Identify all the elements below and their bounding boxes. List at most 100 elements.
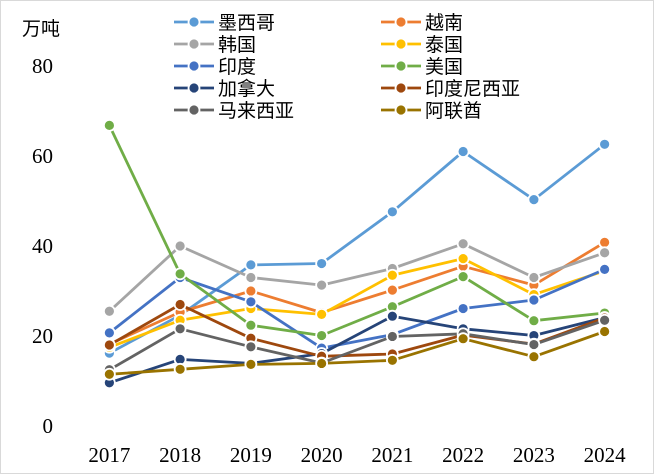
x-tick-label: 2020 <box>301 443 343 467</box>
data-point <box>385 353 399 367</box>
y-tick-label: 60 <box>32 144 53 168</box>
legend-label: 马来西亚 <box>218 100 294 122</box>
legend-marker <box>187 59 201 73</box>
legend-label: 印度尼西亚 <box>425 78 520 100</box>
data-point <box>598 313 612 327</box>
data-point <box>598 246 612 260</box>
data-point <box>527 338 541 351</box>
legend-entry: 加拿大 <box>174 77 275 100</box>
legend-label: 阿联酋 <box>425 100 482 122</box>
data-point <box>527 314 541 328</box>
legend-entry: 阿联酋 <box>381 100 482 122</box>
series-line <box>108 142 606 355</box>
y-tick-labels: 0 20 40 60 80 <box>32 54 53 438</box>
data-point <box>244 284 258 298</box>
series-line <box>108 257 606 349</box>
legend-marker <box>187 81 201 95</box>
data-point <box>102 338 116 352</box>
data-point <box>173 298 187 311</box>
data-point <box>102 326 116 340</box>
legend-label: 印度 <box>218 56 256 78</box>
x-tick-label: 2021 <box>371 443 413 467</box>
data-point <box>173 267 187 281</box>
legend-marker <box>394 59 408 73</box>
legend-label: 墨西哥 <box>218 12 275 34</box>
data-point <box>315 357 329 370</box>
data-point <box>102 304 116 318</box>
legend-marker <box>187 103 201 117</box>
legend-entry: 印度尼西亚 <box>381 78 520 100</box>
legend-label: 越南 <box>425 12 463 34</box>
legend-label: 韩国 <box>218 34 256 56</box>
y-tick-label: 20 <box>32 324 53 348</box>
data-point <box>173 322 187 336</box>
legend-label: 加拿大 <box>218 77 275 100</box>
x-tick-label: 2017 <box>88 443 130 467</box>
data-point <box>315 329 329 342</box>
legend-marker <box>394 103 408 117</box>
legend-marker <box>187 15 201 29</box>
legend-marker <box>187 37 201 51</box>
series-line <box>108 242 606 313</box>
legend-entry: 韩国 <box>174 34 256 56</box>
data-point <box>456 145 470 158</box>
data-point <box>456 302 470 315</box>
legend-entry: 印度 <box>174 56 256 78</box>
x-tick-label: 2022 <box>442 443 484 467</box>
data-point <box>244 318 258 332</box>
data-point <box>315 257 329 270</box>
series-line <box>108 314 606 385</box>
data-point <box>385 268 399 282</box>
legend-marker <box>394 81 408 95</box>
y-axis-unit: 万吨 <box>22 18 60 40</box>
legend-entry: 美国 <box>381 56 463 78</box>
legend-marker <box>394 37 408 51</box>
data-point <box>456 252 470 266</box>
data-point <box>385 283 399 297</box>
data-point <box>527 271 541 284</box>
data-point <box>173 362 187 376</box>
data-point <box>598 325 612 338</box>
data-point <box>315 278 329 292</box>
data-point <box>102 119 116 132</box>
data-point <box>244 295 258 309</box>
x-tick-label: 2024 <box>584 443 627 467</box>
x-tick-label: 2023 <box>513 443 555 467</box>
x-tick-label: 2019 <box>230 443 272 467</box>
data-point <box>598 262 612 276</box>
legend-entry: 马来西亚 <box>174 100 294 122</box>
data-point <box>244 340 258 354</box>
series-line <box>108 318 606 372</box>
series-line <box>108 124 606 337</box>
data-point <box>456 237 470 251</box>
data-point <box>456 332 470 346</box>
series-10 <box>102 325 612 381</box>
data-point <box>244 271 258 284</box>
data-point <box>173 239 187 253</box>
data-point <box>315 307 329 321</box>
legend-entry: 墨西哥 <box>174 12 275 34</box>
legend-label: 美国 <box>425 56 463 78</box>
data-point <box>456 270 470 284</box>
legend-entry: 泰国 <box>381 34 463 56</box>
data-point <box>527 293 541 307</box>
data-point <box>598 235 612 249</box>
y-tick-label: 0 <box>43 414 54 438</box>
data-point <box>102 367 116 381</box>
series-line <box>108 330 606 376</box>
data-point <box>385 330 399 343</box>
legend-label: 泰国 <box>425 34 463 56</box>
data-point <box>598 137 612 151</box>
data-point <box>244 357 258 371</box>
data-point <box>244 258 258 272</box>
y-tick-label: 40 <box>32 234 53 258</box>
data-point <box>385 205 399 219</box>
series-9 <box>102 313 612 377</box>
legend-entry: 越南 <box>381 12 463 34</box>
legend-marker <box>394 15 408 29</box>
data-point <box>527 350 541 364</box>
x-tick-labels: 2017 2018 2019 2020 2021 2022 2023 2024 <box>88 443 626 467</box>
